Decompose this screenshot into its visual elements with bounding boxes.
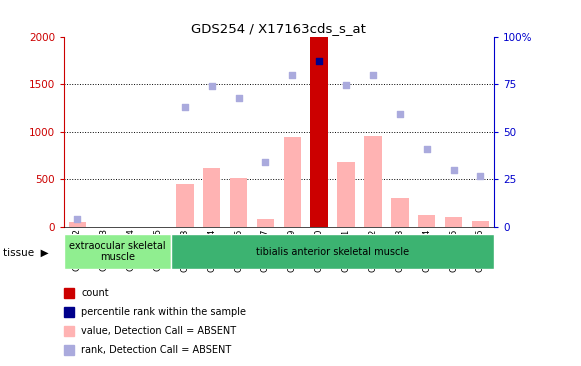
Point xyxy=(73,216,82,222)
Text: count: count xyxy=(81,288,109,298)
Text: percentile rank within the sample: percentile rank within the sample xyxy=(81,307,246,317)
Point xyxy=(207,83,216,89)
Text: rank, Detection Call = ABSENT: rank, Detection Call = ABSENT xyxy=(81,345,232,355)
Bar xyxy=(418,214,435,227)
Bar xyxy=(203,168,220,227)
Point xyxy=(476,173,485,179)
Point xyxy=(180,104,189,110)
Point xyxy=(342,82,351,88)
Bar xyxy=(64,234,171,269)
Point xyxy=(314,59,324,64)
Text: tibialis anterior skeletal muscle: tibialis anterior skeletal muscle xyxy=(256,247,409,257)
Point xyxy=(395,111,404,117)
Bar xyxy=(472,221,489,227)
Bar xyxy=(364,135,382,227)
Bar xyxy=(257,219,274,227)
Bar xyxy=(69,222,86,227)
Point xyxy=(422,146,431,152)
Point xyxy=(261,159,270,165)
Bar xyxy=(171,234,494,269)
Bar xyxy=(310,37,328,227)
Text: value, Detection Call = ABSENT: value, Detection Call = ABSENT xyxy=(81,326,236,336)
Bar xyxy=(391,198,408,227)
Point xyxy=(449,167,458,173)
Point xyxy=(368,72,378,78)
Bar xyxy=(284,137,301,227)
Text: extraocular skeletal
muscle: extraocular skeletal muscle xyxy=(69,241,166,262)
Bar xyxy=(230,178,248,227)
Title: GDS254 / X17163cds_s_at: GDS254 / X17163cds_s_at xyxy=(192,22,366,36)
Text: tissue  ▶: tissue ▶ xyxy=(3,247,49,258)
Bar xyxy=(338,162,355,227)
Bar xyxy=(445,217,462,227)
Point xyxy=(234,94,243,100)
Point xyxy=(288,72,297,78)
Bar xyxy=(176,184,193,227)
